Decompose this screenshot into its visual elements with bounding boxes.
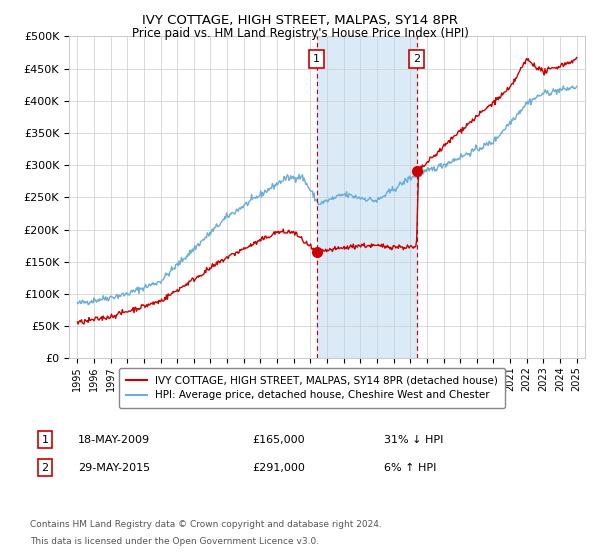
Text: IVY COTTAGE, HIGH STREET, MALPAS, SY14 8PR: IVY COTTAGE, HIGH STREET, MALPAS, SY14 8… [142, 14, 458, 27]
Text: £291,000: £291,000 [252, 463, 305, 473]
Legend: IVY COTTAGE, HIGH STREET, MALPAS, SY14 8PR (detached house), HPI: Average price,: IVY COTTAGE, HIGH STREET, MALPAS, SY14 8… [119, 368, 505, 408]
Text: 18-MAY-2009: 18-MAY-2009 [78, 435, 150, 445]
Bar [317, 36, 416, 358]
Text: Price paid vs. HM Land Registry's House Price Index (HPI): Price paid vs. HM Land Registry's House … [131, 27, 469, 40]
Text: 1: 1 [313, 54, 320, 64]
Text: 2: 2 [413, 54, 420, 64]
Text: 29-MAY-2015: 29-MAY-2015 [78, 463, 150, 473]
Text: £165,000: £165,000 [252, 435, 305, 445]
Text: Contains HM Land Registry data © Crown copyright and database right 2024.: Contains HM Land Registry data © Crown c… [30, 520, 382, 529]
Text: 31% ↓ HPI: 31% ↓ HPI [384, 435, 443, 445]
Text: 2: 2 [41, 463, 49, 473]
Text: 6% ↑ HPI: 6% ↑ HPI [384, 463, 436, 473]
Text: This data is licensed under the Open Government Licence v3.0.: This data is licensed under the Open Gov… [30, 537, 319, 546]
Text: 1: 1 [41, 435, 49, 445]
